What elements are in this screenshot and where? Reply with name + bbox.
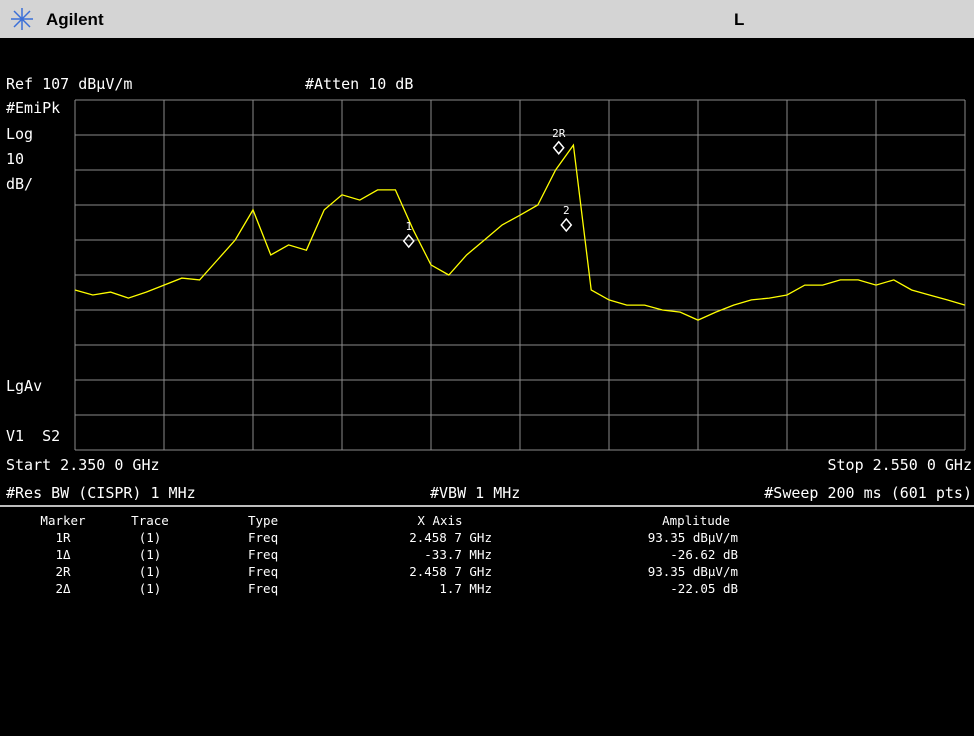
table-cell: Freq <box>248 581 278 596</box>
marker <box>402 233 415 249</box>
table-cell: (1) <box>139 564 162 579</box>
table-cell: 93.35 dBµV/m <box>648 564 738 579</box>
table-cell: 1R <box>55 530 71 545</box>
start-freq: Start 2.350 0 GHz <box>6 456 160 474</box>
column-header: Marker <box>40 513 86 528</box>
average: LgAv <box>6 377 42 395</box>
table-cell: 1Δ <box>55 547 71 562</box>
table-cell: 2Δ <box>55 581 71 596</box>
table-cell: -22.05 dB <box>670 581 738 596</box>
plot: 1 2R 2 <box>74 99 966 451</box>
reference: Ref 107 dBµV/m <box>6 75 132 93</box>
table-cell: 93.35 dBµV/m <box>648 530 738 545</box>
res-bw: #Res BW (CISPR) 1 MHz <box>6 484 196 502</box>
marker-label: 2 <box>563 204 570 217</box>
brand: Agilent <box>46 10 104 29</box>
table-cell: Freq <box>248 530 278 545</box>
marker <box>552 140 565 155</box>
table-cell: (1) <box>139 547 162 562</box>
marker-label: 2R <box>552 127 566 140</box>
table-cell: 2.458 7 GHz <box>409 564 492 579</box>
attenuation: #Atten 10 dB <box>305 75 413 93</box>
title-bar <box>0 0 974 38</box>
table-cell: 2R <box>55 564 71 579</box>
column-header: Amplitude <box>662 513 730 528</box>
scale-value: 10 <box>6 150 24 168</box>
scale-type: Log <box>6 125 33 143</box>
sweep: #Sweep 200 ms (601 pts) <box>764 484 972 502</box>
table-cell: Freq <box>248 547 278 562</box>
detector: #EmiPk <box>6 99 60 117</box>
marker-table: Marker Trace Type X Axis Amplitude 1R (1) Freq 2… <box>40 513 738 596</box>
column-header: Trace <box>131 513 169 528</box>
marker <box>560 217 573 233</box>
table-cell: -26.62 dB <box>670 547 738 562</box>
stop-freq: Stop 2.550 0 GHz <box>828 456 973 474</box>
trace <box>74 143 966 321</box>
table-cell: 2.458 7 GHz <box>409 530 492 545</box>
column-header: X Axis <box>417 513 462 528</box>
column-header: Type <box>248 513 278 528</box>
table-cell: (1) <box>139 581 162 596</box>
vbw: #VBW 1 MHz <box>430 484 520 502</box>
table-cell: -33.7 MHz <box>424 547 492 562</box>
table-cell: 1.7 MHz <box>439 581 492 596</box>
logo <box>11 8 33 30</box>
status: L <box>734 10 744 29</box>
table-cell: (1) <box>139 530 162 545</box>
marker-label: 1 <box>405 220 412 233</box>
trace-flags: V1 S2 <box>6 427 60 445</box>
scale-unit: dB/ <box>6 175 33 193</box>
table-cell: Freq <box>248 564 278 579</box>
